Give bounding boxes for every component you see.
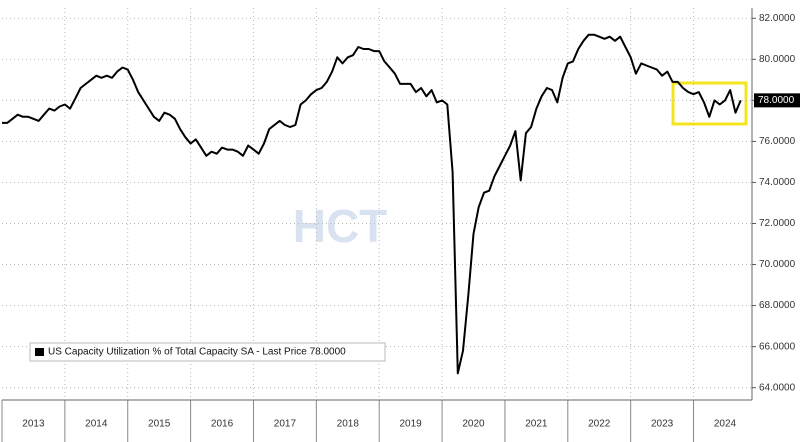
watermark: HCT	[293, 200, 388, 252]
x-tick-label: 2016	[211, 419, 234, 430]
x-tick-label: 2021	[525, 419, 548, 430]
x-tick-label: 2023	[651, 419, 674, 430]
y-tick-label: 72.0000	[759, 218, 796, 229]
y-tick-label: 66.0000	[759, 341, 796, 352]
y-tick-label: 76.0000	[759, 136, 796, 147]
y-tick-label: 70.0000	[759, 259, 796, 270]
x-tick-label: 2013	[22, 419, 45, 430]
x-tick-label: 2020	[462, 419, 485, 430]
y-tick-label: 68.0000	[759, 300, 796, 311]
legend-box	[29, 342, 386, 362]
y-tick-label: 80.0000	[759, 54, 796, 65]
line	[2, 33, 742, 375]
y-tick-label: 82.0000	[759, 13, 796, 24]
x-tick-label: 2019	[400, 419, 423, 430]
x-tick-label: 2015	[148, 419, 171, 430]
y-tick-label: 64.0000	[759, 382, 796, 393]
x-tick-label: 2014	[85, 419, 108, 430]
legend-label: US Capacity Utilization % of Total Capac…	[48, 347, 346, 358]
y-tick-label: 74.0000	[759, 177, 796, 188]
x-tick-label: 2024	[714, 419, 737, 430]
last-price-label: 78.0000	[758, 95, 795, 106]
legend: US Capacity Utilization % of Total Capac…	[29, 342, 386, 362]
highlight-box	[671, 81, 748, 126]
x-tick-label: 2017	[274, 419, 297, 430]
last-price-box	[754, 93, 800, 108]
legend-swatch	[35, 348, 44, 356]
x-tick-label: 2018	[337, 419, 360, 430]
x-tick-label: 2022	[588, 419, 611, 430]
